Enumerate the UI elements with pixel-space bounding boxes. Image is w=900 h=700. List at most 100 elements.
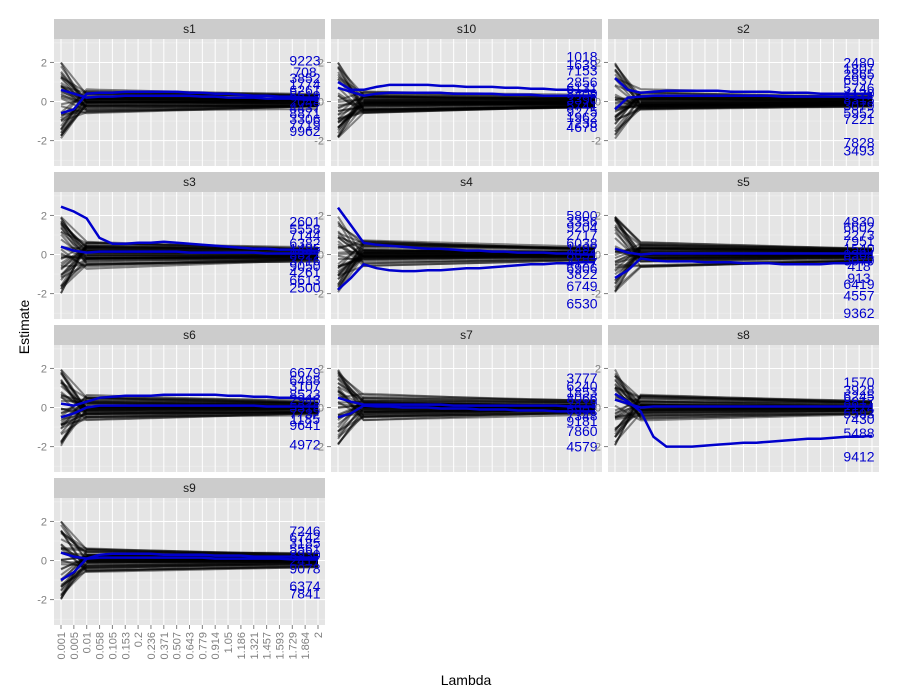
- facet-strip: [54, 19, 325, 39]
- background-series-line: [614, 410, 873, 421]
- background-series-line: [614, 393, 873, 416]
- background-series-line: [337, 388, 596, 418]
- series-end-label: 7841: [289, 586, 320, 602]
- series-end-label: 7246: [289, 523, 320, 539]
- background-series-line: [337, 243, 596, 267]
- background-series-line: [363, 256, 596, 260]
- background-series-line: [337, 401, 596, 419]
- background-series-line: [60, 104, 319, 122]
- facet-strip: [54, 172, 325, 192]
- background-series-line: [640, 97, 873, 101]
- x-tick-label: 0.01: [82, 632, 94, 653]
- facet-title: s9: [183, 481, 196, 495]
- y-tick-label: 0: [41, 97, 47, 109]
- background-series-line: [337, 105, 596, 120]
- series-end-label: 5800: [566, 207, 597, 223]
- end-labels: 2480180728656937574641208315307959527221…: [843, 54, 874, 158]
- facet-title: s6: [183, 328, 196, 342]
- series-end-label: 3493: [843, 142, 874, 158]
- background-series-line: [337, 78, 596, 112]
- background-series-line: [337, 242, 596, 286]
- background-series-line: [60, 252, 319, 268]
- series-end-label: 1540: [843, 241, 874, 257]
- y-axis: -2 0 2: [591, 57, 608, 148]
- x-tick-label: 0.371: [159, 632, 171, 660]
- series-end-label: 2273: [843, 227, 874, 243]
- background-series-line: [337, 240, 596, 270]
- highlight-series-line: [60, 205, 318, 252]
- y-tick-label: 2: [41, 363, 47, 375]
- background-series-line: [614, 389, 873, 413]
- y-axis: -2 0 2: [591, 210, 608, 301]
- series-end-label: 6530: [566, 295, 597, 311]
- x-tick-label: 2: [313, 632, 325, 638]
- series-end-label: 7732: [289, 405, 320, 421]
- background-series-line: [614, 224, 873, 250]
- highlight-series-line: [60, 551, 318, 560]
- facet-s1: s1 92237083852177462615519204844378871330…: [37, 19, 325, 166]
- background-series-line: [337, 224, 596, 251]
- series-end-label: 4579: [566, 439, 597, 455]
- y-tick-label: 2: [41, 57, 47, 69]
- y-tick-label: -2: [314, 136, 324, 148]
- highlight-series-line: [336, 206, 595, 256]
- background-series-line: [60, 562, 319, 581]
- y-tick-label: -2: [37, 442, 47, 454]
- background-series-line: [337, 105, 596, 120]
- background-series-line: [363, 102, 596, 106]
- facet-title: s10: [457, 22, 477, 36]
- series-end-label: 1639: [566, 56, 597, 72]
- series-end-label: 3822: [566, 266, 597, 282]
- series-end-label: 5952: [843, 105, 874, 121]
- series-end-label: 2174: [843, 400, 874, 416]
- background-series-line: [614, 248, 873, 285]
- background-series-line: [60, 547, 319, 557]
- series-end-label: 4261: [289, 264, 320, 280]
- y-axis: -2 0 2: [37, 516, 54, 607]
- series-end-label: 8871: [289, 105, 320, 121]
- series-end-label: 418: [847, 258, 871, 274]
- series-end-label: 2048: [289, 94, 320, 110]
- series-end-label: 1492: [566, 241, 597, 257]
- series-end-label: 8651: [566, 247, 597, 263]
- background-series-line: [86, 248, 319, 253]
- series-end-label: 7144: [289, 227, 320, 243]
- series-end-label: 7828: [843, 135, 874, 151]
- background-series-line: [60, 104, 319, 116]
- background-series-line: [60, 393, 319, 430]
- background-series-line: [60, 382, 319, 417]
- background-series-line: [60, 89, 319, 107]
- background-series-line: [60, 85, 319, 111]
- x-tick-label: 0.236: [146, 632, 158, 660]
- series-lines: [60, 520, 319, 600]
- facet-grid: s1 92237083852177462615519204844378871330…: [37, 19, 879, 625]
- background-series-line: [614, 387, 873, 418]
- series-end-label: 6906: [566, 260, 597, 276]
- series-end-label: 5593: [843, 405, 874, 421]
- background-series-line: [337, 94, 596, 115]
- facet-title: s3: [183, 175, 196, 189]
- highlight-series-line: [60, 245, 318, 255]
- y-tick-label: -2: [591, 289, 601, 301]
- background-series-line: [60, 379, 319, 414]
- highlight-series-line: [60, 90, 318, 115]
- background-series-line: [60, 411, 319, 436]
- background-series-line: [614, 387, 873, 418]
- x-tick-label: 1.457: [262, 632, 274, 660]
- background-series-line: [60, 233, 318, 264]
- background-series-line: [614, 216, 873, 251]
- background-series-line: [614, 409, 873, 419]
- series-end-label: 5741: [566, 97, 597, 113]
- background-series-line: [60, 400, 319, 405]
- series-end-label: 2500: [289, 280, 320, 296]
- series-lines: [614, 62, 873, 140]
- background-series-line: [614, 215, 873, 251]
- background-series-line: [614, 246, 873, 259]
- facet-s10: s10 1018163971532856613184093390574192751…: [314, 19, 602, 166]
- background-series-line: [86, 402, 319, 406]
- background-series-line: [614, 399, 873, 431]
- series-end-label: 9962: [289, 123, 320, 139]
- highlight-series-line: [614, 257, 872, 280]
